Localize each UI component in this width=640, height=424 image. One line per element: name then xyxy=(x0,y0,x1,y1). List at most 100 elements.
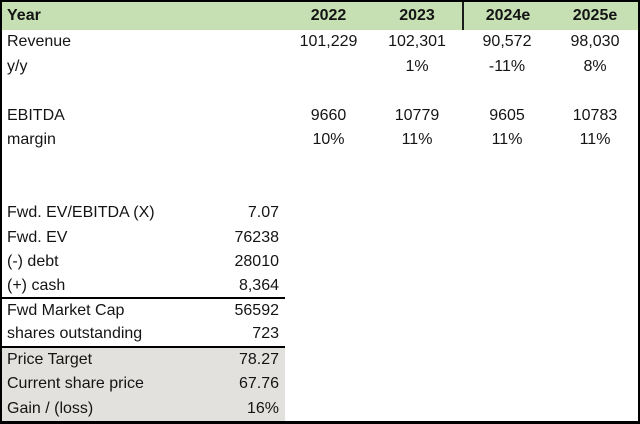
cell-2022[interactable]: 9660 xyxy=(310,106,347,124)
cell-2025e[interactable] xyxy=(552,152,638,176)
header-2025e-cell[interactable]: 2025e xyxy=(572,7,618,24)
cell-2022[interactable] xyxy=(285,372,372,396)
cell-2024e[interactable] xyxy=(462,299,552,323)
cell-2024e[interactable] xyxy=(462,397,552,421)
cell-2025e[interactable] xyxy=(552,299,638,323)
cell-label[interactable]: Gain / (loss) 16% xyxy=(2,396,285,421)
cell-label[interactable]: Fwd Market Cap 56592 xyxy=(7,302,280,320)
cell-2025e[interactable] xyxy=(552,250,638,274)
cell-label[interactable]: Fwd. EV/EBITDA (X) 7.07 xyxy=(7,204,279,222)
cell-label[interactable]: Revenue xyxy=(7,33,72,51)
cell-2022[interactable] xyxy=(285,299,372,323)
cell-2025e[interactable]: 98,030 xyxy=(570,33,620,51)
cell-2023[interactable]: 102,301 xyxy=(388,33,446,51)
cell-value[interactable]: 723 xyxy=(252,325,279,343)
cell-label[interactable]: EBITDA xyxy=(7,106,65,124)
cell-label[interactable]: Price Target 78.27 xyxy=(2,347,285,373)
cell-2023[interactable] xyxy=(372,177,462,201)
cell-2025e[interactable] xyxy=(552,226,638,250)
cell-2024e[interactable] xyxy=(462,79,552,103)
cell-2024e[interactable]: 9605 xyxy=(489,106,525,124)
cell-2025e[interactable] xyxy=(552,201,638,225)
cell-2023[interactable] xyxy=(372,299,462,323)
cell-2024e[interactable] xyxy=(462,226,552,250)
header-2023-cell[interactable]: 2023 xyxy=(399,7,435,24)
cell-2023[interactable] xyxy=(372,79,462,103)
table-header-row: Year 2022 2023 2024e 2025e xyxy=(2,2,638,30)
cell-label[interactable] xyxy=(2,79,285,103)
row-current-share-price: Current share price 67.76 xyxy=(2,372,638,397)
cell-2024e[interactable] xyxy=(462,152,552,176)
row-fwd-ev: Fwd. EV 76238 xyxy=(2,226,638,250)
cell-2025e[interactable] xyxy=(552,348,638,372)
cell-label[interactable]: (+) cash 8,364 xyxy=(2,274,285,299)
cell-value[interactable]: 78.27 xyxy=(238,350,279,368)
cell-2025e[interactable] xyxy=(552,177,638,201)
cell-label[interactable]: Fwd. EV 76238 xyxy=(7,228,280,246)
cell-2024e[interactable]: 90,572 xyxy=(482,33,532,51)
cell-2023[interactable] xyxy=(372,372,462,396)
cell-2025e[interactable]: 10783 xyxy=(572,106,618,124)
cell-2023[interactable] xyxy=(372,201,462,225)
cell-2025e[interactable] xyxy=(552,372,638,396)
cell-value[interactable]: 76238 xyxy=(234,228,280,246)
cell-2025e[interactable]: 8% xyxy=(583,57,607,75)
cell-2022[interactable] xyxy=(285,274,372,298)
cell-2023[interactable]: 1% xyxy=(405,57,429,75)
cell-2022[interactable] xyxy=(285,250,372,274)
cell-2022[interactable] xyxy=(285,79,372,103)
cell-2022[interactable] xyxy=(285,177,372,201)
cell-2025e[interactable] xyxy=(552,79,638,103)
cell-2024e[interactable]: 11% xyxy=(491,130,523,148)
cell-2024e[interactable] xyxy=(462,348,552,372)
cell-2023[interactable] xyxy=(372,250,462,274)
cell-label[interactable] xyxy=(2,177,285,201)
cell-value[interactable]: 16% xyxy=(246,399,279,417)
cell-2022[interactable]: 101,229 xyxy=(299,33,358,51)
cell-2024e[interactable] xyxy=(462,372,552,396)
cell-2023[interactable] xyxy=(372,348,462,372)
cell-label[interactable] xyxy=(2,152,285,176)
cell-2023[interactable] xyxy=(372,152,462,176)
cell-2022[interactable] xyxy=(285,397,372,421)
row-blank xyxy=(2,79,638,103)
cell-2023[interactable] xyxy=(372,274,462,298)
cell-label[interactable]: (-) debt 28010 xyxy=(7,253,280,271)
cell-2022[interactable] xyxy=(285,54,372,78)
cell-2025e[interactable] xyxy=(552,397,638,421)
cell-2022[interactable] xyxy=(285,226,372,250)
cell-value[interactable]: 8,364 xyxy=(238,276,279,294)
cell-label[interactable]: y/y xyxy=(7,57,28,75)
cell-label[interactable]: shares outstanding 723 xyxy=(2,323,285,348)
cell-2022[interactable] xyxy=(285,152,372,176)
cell-2023[interactable] xyxy=(372,397,462,421)
cell-2023[interactable]: 11% xyxy=(401,130,433,148)
cell-2023[interactable] xyxy=(372,323,462,347)
cell-label[interactable]: margin xyxy=(7,130,56,148)
header-2022-cell[interactable]: 2022 xyxy=(310,7,347,24)
cell-2024e[interactable] xyxy=(462,274,552,298)
row-price-target: Price Target 78.27 xyxy=(2,347,638,373)
cell-value[interactable]: 67.76 xyxy=(238,375,279,393)
cell-2022[interactable] xyxy=(285,201,372,225)
cell-2024e[interactable] xyxy=(462,201,552,225)
cell-2025e[interactable] xyxy=(552,274,638,298)
cell-value[interactable]: 7.07 xyxy=(247,204,279,222)
cell-2023[interactable] xyxy=(372,226,462,250)
cell-2024e[interactable]: -11% xyxy=(488,57,526,75)
cell-label[interactable]: Current share price 67.76 xyxy=(2,372,285,397)
cell-2022[interactable] xyxy=(285,348,372,372)
cell-2025e[interactable] xyxy=(552,323,638,347)
cell-2024e[interactable] xyxy=(462,250,552,274)
header-year-cell[interactable]: Year xyxy=(2,2,285,30)
cell-value[interactable]: 56592 xyxy=(234,302,280,320)
cell-2024e[interactable] xyxy=(462,177,552,201)
cell-2025e[interactable]: 11% xyxy=(579,130,611,148)
cell-2024e[interactable] xyxy=(462,323,552,347)
cell-2022[interactable] xyxy=(285,323,372,347)
cell-2022[interactable]: 10% xyxy=(312,130,345,148)
cell-2023[interactable]: 10779 xyxy=(394,106,440,124)
cell-value[interactable]: 28010 xyxy=(234,253,280,271)
header-2024e-cell[interactable]: 2024e xyxy=(462,2,552,30)
